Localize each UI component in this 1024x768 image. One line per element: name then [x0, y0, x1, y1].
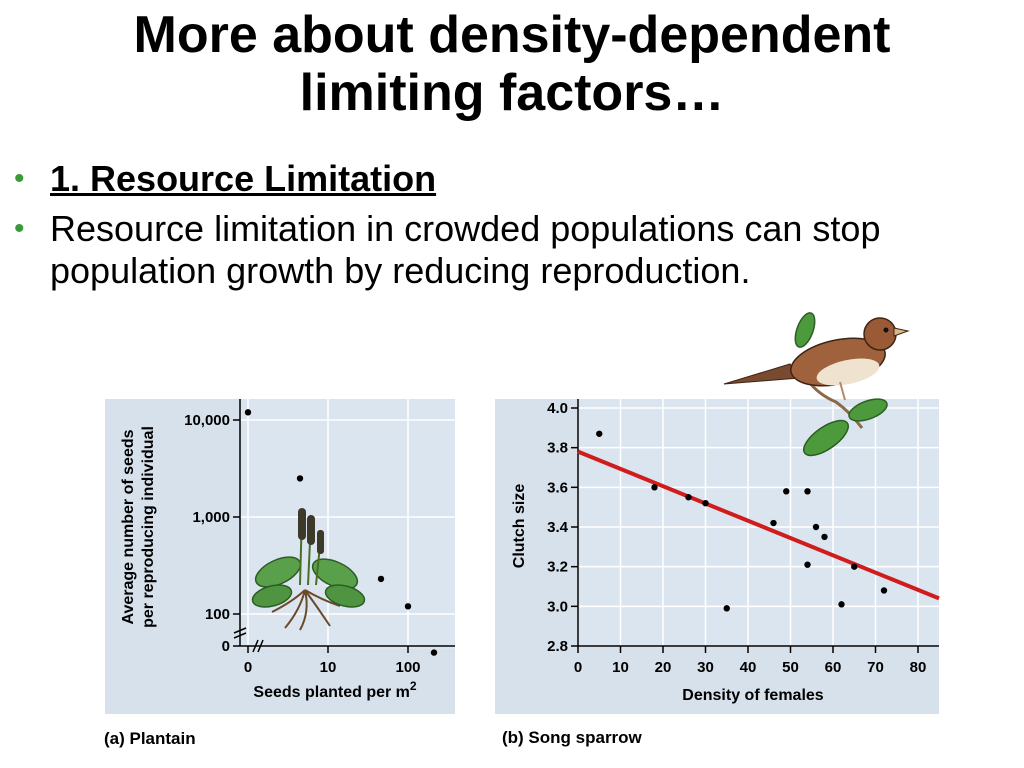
sparrow-x-axis-label: Density of females — [682, 687, 823, 704]
plantain-data-point — [377, 575, 385, 583]
plantain-data-point — [430, 649, 438, 656]
sparrow-data-point — [821, 533, 828, 541]
sparrow-data-point — [838, 601, 845, 608]
sparrow-data-point — [770, 519, 777, 527]
sparrow-data-point — [804, 488, 811, 495]
sparrow-x-tick-label: 40 — [740, 659, 757, 676]
plantain-y-tick-label: 1,000 — [192, 509, 230, 526]
plantain-y-axis-break — [233, 627, 247, 639]
plantain-x-tick-label: 100 — [395, 659, 420, 676]
title-line-1: More about density-dependent — [133, 6, 891, 64]
sparrow-y-tick-label: 2.8 — [547, 638, 568, 655]
sparrow-x-tick-label: 20 — [655, 659, 672, 676]
plantain-x-axis-break — [252, 639, 264, 653]
sparrow-trend — [577, 449, 940, 601]
sparrow-data-point — [651, 484, 658, 491]
sparrow-data-point — [812, 523, 820, 531]
sparrow-y-tick-label: 3.2 — [547, 559, 568, 576]
sparrow-data-point — [783, 488, 790, 495]
plantain-points — [244, 409, 438, 656]
plantain-data-point — [296, 475, 304, 482]
sparrow-data-point — [685, 494, 692, 501]
sparrow-data-point — [880, 587, 888, 594]
song-sparrow-illustration — [723, 312, 910, 457]
plantain-x-tick-label: 0 — [244, 659, 252, 676]
sparrow-data-point — [804, 561, 811, 568]
title-line-2: limiting factors… — [299, 64, 725, 122]
bullet-item: • 1. Resource Limitation — [14, 158, 1014, 200]
sparrow-trend-line — [577, 449, 940, 601]
sparrow-plot-area — [578, 399, 939, 646]
sparrow-points — [596, 430, 888, 612]
sparrow-y-tick-label: 3.6 — [547, 479, 568, 496]
sparrow-y-axis-label: Clutch size — [511, 484, 528, 569]
sparrow-x-tick-label: 10 — [612, 659, 629, 676]
bullet-dot-icon: • — [14, 162, 25, 195]
bullet-heading-text: 1. Resource Limitation — [50, 158, 437, 199]
slide-title: More about density-dependent limiting fa… — [0, 6, 1024, 122]
bullet-item: • Resource limitation in crowded populat… — [14, 208, 1014, 292]
plantain-x-axis-label: Seeds planted per m2 — [253, 679, 417, 701]
sparrow-y-tick-label: 3.8 — [547, 440, 568, 457]
plantain-y-tick-label: 0 — [222, 638, 230, 655]
sparrow-y-tick-label: 4.0 — [547, 400, 568, 417]
sparrow-x-tick-label: 30 — [697, 659, 714, 676]
sparrow-data-point — [596, 430, 603, 437]
plantain-data-point — [404, 603, 412, 610]
plantain-data-point — [244, 409, 252, 416]
bullet-dot-icon: • — [14, 212, 25, 245]
song-sparrow-chart: 0 10 20 30 40 50 60 70 80 2.8 3.0 3.2 3.4 3.6 3.8 4.0 D… — [495, 399, 940, 747]
sparrow-x-tick-label: 60 — [825, 659, 842, 676]
bullet-list: • 1. Resource Limitation • Resource limi… — [14, 158, 1014, 300]
sparrow-x-tick-label: 0 — [574, 659, 582, 676]
sparrow-data-point — [851, 563, 858, 570]
sparrow-caption: (b) Song sparrow — [502, 728, 643, 747]
sparrow-x-tick-label: 50 — [782, 659, 799, 676]
plantain-x-tick-label: 10 — [320, 659, 337, 676]
sparrow-data-point — [723, 605, 730, 612]
sparrow-data-point — [702, 500, 709, 507]
sparrow-axes: 0 10 20 30 40 50 60 70 80 2.8 3.0 3.2 3.4 3.6 3.8 4.0 — [547, 399, 939, 676]
bullet-body-text: Resource limitation in crowded populatio… — [50, 208, 881, 291]
plantain-axes: 0 10 100 10,000 1,000 100 0 — [184, 399, 455, 676]
sparrow-x-tick-label: 80 — [910, 659, 927, 676]
sparrow-y-tick-label: 3.0 — [547, 598, 568, 615]
plantain-y-tick-label: 10,000 — [184, 412, 230, 429]
plantain-illustration — [251, 508, 366, 631]
sparrow-y-tick-label: 3.4 — [547, 519, 569, 536]
plantain-chart: 0 10 100 10,000 1,000 100 0 Seeds planted per … — [104, 399, 455, 748]
plantain-y-axis-label-line-1: Average number of seeds — [120, 429, 137, 624]
plantain-y-axis-label-line-2: per reproducing individual — [140, 426, 157, 628]
plantain-caption: (a) Plantain — [104, 729, 196, 748]
sparrow-x-tick-label: 70 — [867, 659, 884, 676]
plantain-y-tick-label: 100 — [205, 606, 230, 623]
